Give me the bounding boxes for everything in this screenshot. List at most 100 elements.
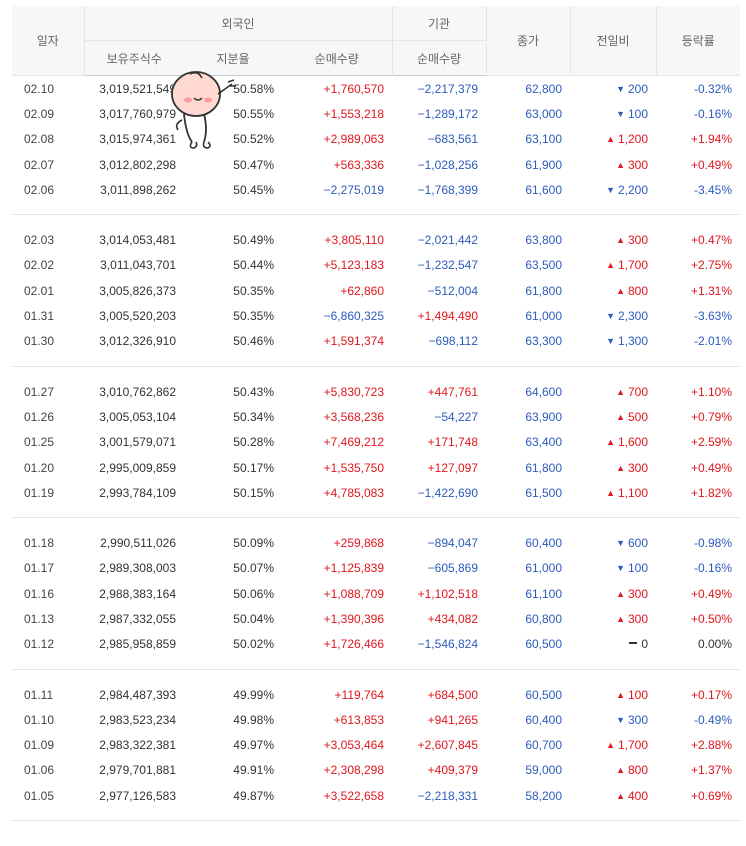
close-cell: 63,500 xyxy=(525,258,563,273)
change-cell: ▲ 300 xyxy=(570,152,656,177)
share-cell: 50.49% xyxy=(233,233,274,248)
institution-net-cell: −2,217,379 xyxy=(417,81,479,96)
share-cell: 50.44% xyxy=(233,258,274,273)
institution-net-cell: +409,379 xyxy=(427,763,479,778)
triangle-up-icon: ▲ xyxy=(616,386,625,397)
change-value: 300 xyxy=(628,611,649,626)
change-cell: ▲ 1,100 xyxy=(570,480,656,505)
foreign-net-cell: +62,860 xyxy=(340,283,385,298)
holdings-cell: 2,993,784,109 xyxy=(99,485,176,500)
institution-net-cell: −683,561 xyxy=(427,132,479,147)
date-cell: 02.10 xyxy=(24,81,55,96)
group-divider xyxy=(12,505,741,519)
foreign-net-cell: +2,308,298 xyxy=(323,763,385,778)
holdings-cell: 2,983,322,381 xyxy=(99,738,176,753)
change-cell: ▼ 2,300 xyxy=(570,303,656,328)
change-cell: ▲ 300 xyxy=(570,581,656,606)
change-cell: ▲ 1,600 xyxy=(570,430,656,455)
triangle-down-icon: ▼ xyxy=(616,563,625,574)
holdings-cell: 3,001,579,071 xyxy=(99,435,176,450)
triangle-down-icon: ▼ xyxy=(616,538,625,549)
date-cell: 01.18 xyxy=(24,536,55,551)
date-cell: 02.06 xyxy=(24,182,55,197)
institution-net-cell: −2,021,442 xyxy=(417,233,479,248)
rate-cell: -0.32% xyxy=(694,81,733,96)
triangle-up-icon: ▲ xyxy=(616,462,625,473)
share-cell: 50.55% xyxy=(233,106,274,121)
institution-net-cell: −1,028,256 xyxy=(417,157,479,172)
change-cell: ▲ 300 xyxy=(570,455,656,480)
triangle-up-icon: ▲ xyxy=(606,487,615,498)
foreign-net-cell: +3,568,236 xyxy=(323,409,385,424)
close-cell: 61,000 xyxy=(525,309,563,324)
change-cell: ▲ 700 xyxy=(570,379,656,404)
foreign-net-cell: +1,553,218 xyxy=(323,106,385,121)
foreign-net-cell: +1,535,750 xyxy=(323,460,385,475)
close-cell: 60,400 xyxy=(525,536,563,551)
institution-net-cell: +684,500 xyxy=(427,687,479,702)
triangle-down-icon: ▼ xyxy=(606,311,615,322)
share-cell: 50.02% xyxy=(233,637,274,652)
date-cell: 01.12 xyxy=(24,637,55,652)
institution-net-cell: +2,607,845 xyxy=(417,738,479,753)
table-row: 02.06 3,011,898,262 50.45% −2,275,019 −1,768… xyxy=(12,177,740,202)
holdings-cell: 2,987,332,055 xyxy=(99,611,176,626)
foreign-net-cell: −6,860,325 xyxy=(323,309,385,324)
institution-net-cell: +1,102,518 xyxy=(417,586,479,601)
foreign-net-cell: +119,764 xyxy=(334,687,385,702)
foreign-net-cell: +2,989,063 xyxy=(323,132,385,147)
change-value: 100 xyxy=(628,687,649,702)
holdings-cell: 3,011,043,701 xyxy=(100,258,176,273)
holdings-cell: 3,015,974,361 xyxy=(99,132,176,147)
table-row: 01.12 2,985,958,859 50.02% +1,726,466 −1,546… xyxy=(12,632,740,657)
change-cell: ▲ 1,200 xyxy=(570,127,656,152)
header-foreign: 외국인 xyxy=(83,6,393,41)
date-cell: 02.02 xyxy=(24,258,55,273)
date-cell: 01.26 xyxy=(24,409,55,424)
close-cell: 63,100 xyxy=(525,132,563,147)
foreign-net-cell: +1,125,839 xyxy=(323,561,385,576)
change-cell: ▲ 400 xyxy=(570,783,656,808)
foreign-net-cell: +563,336 xyxy=(333,157,385,172)
change-cell: ▼ 200 xyxy=(570,76,656,102)
close-cell: 63,300 xyxy=(525,334,563,349)
share-cell: 50.43% xyxy=(233,384,274,399)
change-value: 600 xyxy=(628,536,649,551)
foreign-net-cell: +7,469,212 xyxy=(323,435,385,450)
rate-cell: +1.31% xyxy=(690,283,733,298)
table-row: 01.06 2,979,701,881 49.91% +2,308,298 +409,3… xyxy=(12,758,740,783)
foreign-net-cell: +259,868 xyxy=(333,536,385,551)
share-cell: 49.97% xyxy=(233,738,274,753)
peach-character-sticker xyxy=(171,71,236,149)
date-cell: 01.09 xyxy=(24,738,55,753)
share-cell: 50.15% xyxy=(233,485,274,500)
holdings-cell: 3,019,521,549 xyxy=(99,81,176,96)
change-cell: ▼ 100 xyxy=(570,556,656,581)
rate-cell: -3.45% xyxy=(694,182,733,197)
rate-cell: 0.00% xyxy=(698,637,733,652)
change-value: 500 xyxy=(628,409,649,424)
holdings-cell: 3,017,760,979 xyxy=(99,106,176,121)
holdings-cell: 2,989,308,003 xyxy=(99,561,176,576)
triangle-up-icon: ▲ xyxy=(616,588,625,599)
change-value: 1,600 xyxy=(618,435,649,450)
change-value: 100 xyxy=(628,561,649,576)
close-cell: 61,500 xyxy=(525,485,563,500)
date-cell: 01.19 xyxy=(24,485,55,500)
foreign-net-cell: +1,390,396 xyxy=(323,611,385,626)
close-cell: 60,800 xyxy=(525,611,563,626)
institution-net-cell: −605,869 xyxy=(427,561,479,576)
divider-cell xyxy=(12,353,741,367)
foreign-net-cell: +3,805,110 xyxy=(324,233,385,248)
triangle-down-icon: ▼ xyxy=(606,336,615,347)
close-cell: 59,000 xyxy=(525,763,563,778)
change-value: 800 xyxy=(628,283,649,298)
rate-cell: -2.01% xyxy=(694,334,733,349)
close-cell: 63,400 xyxy=(525,435,563,450)
change-cell: ▲ 800 xyxy=(570,278,656,303)
change-value: 1,200 xyxy=(618,132,649,147)
header-share: 지분율 xyxy=(184,40,282,76)
share-cell: 50.09% xyxy=(233,536,274,551)
group-divider xyxy=(12,656,741,670)
date-cell: 02.07 xyxy=(24,157,55,172)
